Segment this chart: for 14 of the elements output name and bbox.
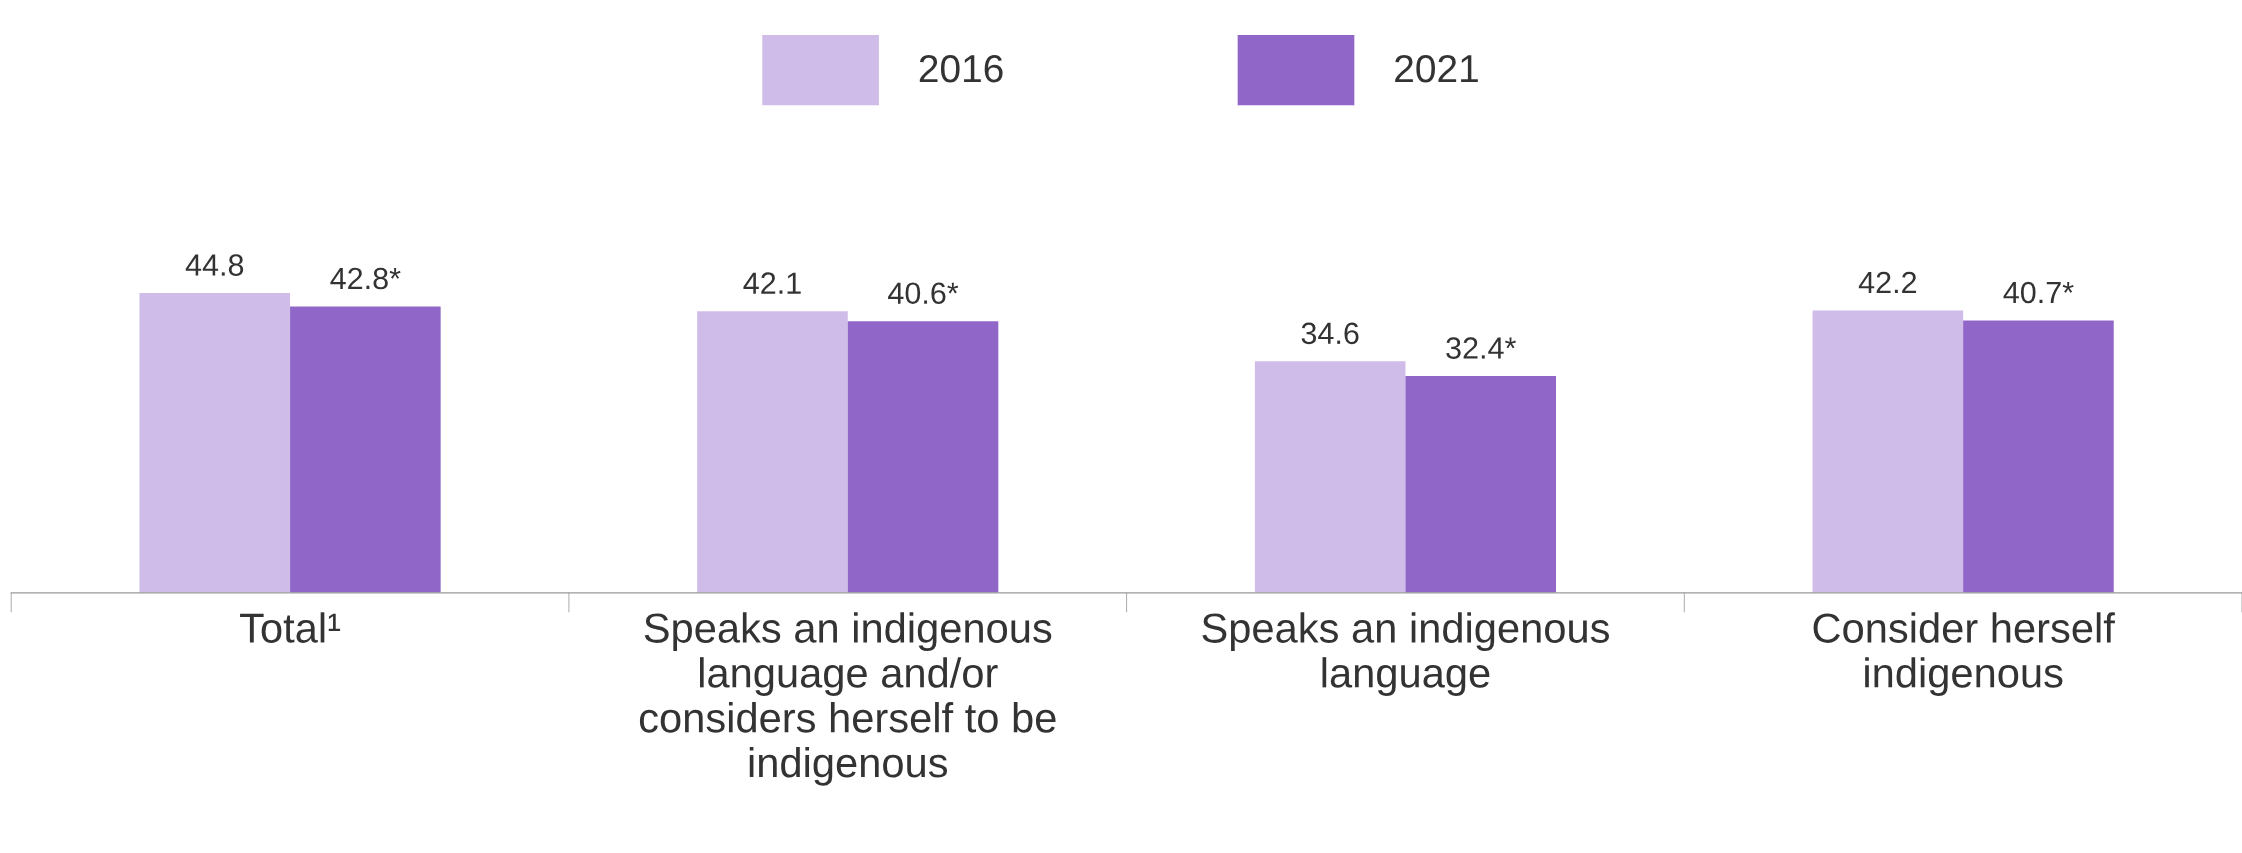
data-label: 32.4* <box>1446 337 1516 359</box>
data-label: 42.1 <box>743 272 801 294</box>
x-tick-label: Consider herself indigenous <box>1813 612 2115 696</box>
data-label: 40.7* <box>2003 281 2074 304</box>
data-label: 42.8* <box>330 267 401 290</box>
data-label: 40.6* <box>888 282 959 305</box>
legend-label: 2021 <box>1395 54 1478 83</box>
x-tick-label: Total¹ <box>240 612 341 643</box>
data-label: 34.6 <box>1301 322 1359 345</box>
data-label: 44.8 <box>185 254 244 276</box>
x-tick-label: Speaks an indigenous language <box>1202 612 1609 696</box>
data-label: 42.2 <box>1858 271 1917 294</box>
x-tick-label: Speaks an indigenous language and/or considers herself to be indigenous <box>639 612 1056 786</box>
legend-label: 2016 <box>919 54 1003 83</box>
